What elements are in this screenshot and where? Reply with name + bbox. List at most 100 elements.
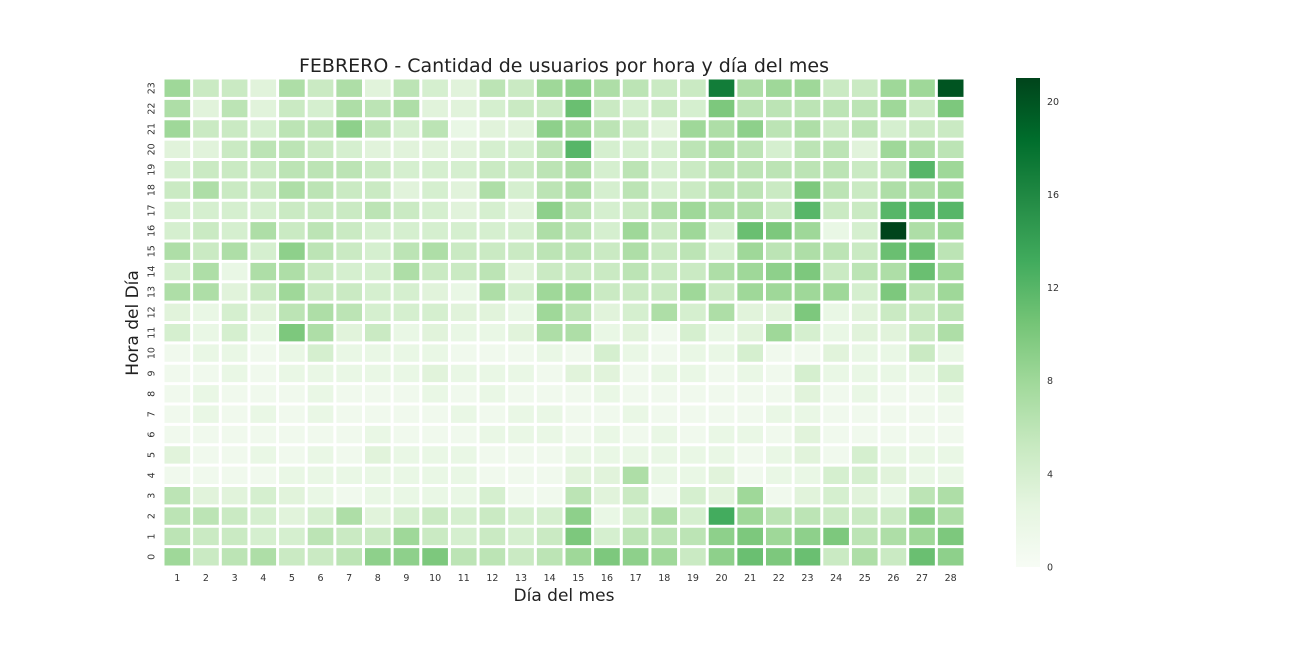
heatmap-cell-h12-d2 (193, 303, 219, 322)
y-tick-label: 15 (146, 245, 157, 257)
y-tick-label: 14 (146, 266, 157, 278)
heatmap-cell-h16-d4 (250, 222, 277, 240)
x-tick-label: 15 (572, 573, 584, 584)
heatmap-cell-h14-d19 (680, 262, 706, 281)
heatmap-cell-h12-d15 (565, 303, 592, 322)
heatmap-cell-h14-d8 (365, 262, 391, 281)
heatmap-cell-h4-d7 (336, 466, 362, 485)
heatmap-cell-h15-d24 (823, 242, 849, 260)
heatmap-cell-h9-d11 (450, 364, 477, 383)
y-tick-label: 10 (146, 347, 157, 359)
heatmap-cell-h14-d5 (279, 262, 305, 281)
heatmap-cell-h22-d18 (651, 99, 678, 118)
heatmap-cell-h23-d25 (851, 79, 878, 97)
heatmap-cell-h21-d28 (937, 120, 964, 138)
heatmap-cell-h2-d3 (221, 507, 248, 525)
heatmap-cell-h5-d25 (851, 446, 878, 464)
heatmap-cell-h9-d18 (651, 364, 678, 383)
heatmap-cell-h7-d23 (794, 405, 821, 423)
heatmap-cell-h11-d3 (221, 324, 248, 342)
heatmap-cell-h12-d13 (508, 303, 534, 322)
heatmap-cell-h20-d11 (450, 140, 477, 159)
heatmap-cell-h6-d6 (307, 425, 334, 444)
heatmap-cell-h8-d3 (221, 385, 248, 403)
heatmap-cell-h11-d23 (794, 324, 821, 342)
heatmap-cell-h0-d5 (279, 548, 305, 566)
heatmap-cell-h9-d1 (164, 364, 191, 383)
heatmap-cell-h17-d13 (508, 201, 534, 220)
heatmap-cell-h2-d13 (508, 507, 534, 525)
heatmap-cell-h15-d20 (708, 242, 735, 260)
heatmap-cell-h8-d13 (508, 385, 534, 403)
heatmap-cell-h5-d1 (164, 446, 191, 464)
heatmap-cell-h16-d2 (193, 222, 219, 240)
heatmap-cell-h13-d5 (279, 283, 305, 301)
heatmap-cell-h22-d10 (422, 99, 448, 118)
heatmap-cell-h14-d2 (193, 262, 219, 281)
heatmap-cell-h7-d3 (221, 405, 248, 423)
heatmap-cell-h8-d20 (708, 385, 735, 403)
colorbar-tick-label: 4 (1047, 469, 1053, 480)
heatmap-cell-h9-d22 (766, 364, 792, 383)
heatmap-cell-h23-d22 (766, 79, 792, 97)
heatmap-cell-h18-d8 (365, 181, 391, 199)
heatmap-cell-h8-d21 (737, 385, 763, 403)
heatmap-cell-h6-d18 (651, 425, 678, 444)
heatmap-cell-h2-d24 (823, 507, 849, 525)
heatmap-cell-h8-d5 (279, 385, 305, 403)
heatmap-cell-h5-d13 (508, 446, 534, 464)
heatmap-cell-h14-d24 (823, 262, 849, 281)
heatmap-cell-h12-d12 (479, 303, 506, 322)
heatmap-cell-h16-d9 (393, 222, 420, 240)
heatmap-cell-h18-d20 (708, 181, 735, 199)
y-tick-label: 20 (146, 143, 157, 155)
heatmap-cell-h18-d17 (622, 181, 649, 199)
heatmap-cell-h15-d10 (422, 242, 448, 260)
heatmap-cell-h1-d27 (909, 527, 935, 546)
heatmap-cell-h13-d6 (307, 283, 334, 301)
heatmap-cell-h14-d28 (937, 262, 964, 281)
heatmap-cell-h0-d4 (250, 548, 277, 566)
heatmap-cell-h15-d11 (450, 242, 477, 260)
heatmap-cell-h7-d22 (766, 405, 792, 423)
heatmap-cell-h12-d3 (221, 303, 248, 322)
heatmap-cell-h0-d2 (193, 548, 219, 566)
heatmap-cell-h17-d4 (250, 201, 277, 220)
heatmap-cell-h13-d12 (479, 283, 506, 301)
heatmap-cell-h12-d20 (708, 303, 735, 322)
heatmap-cell-h4-d19 (680, 466, 706, 485)
heatmap-cell-h12-d28 (937, 303, 964, 322)
heatmap-cell-h10-d13 (508, 344, 534, 362)
x-tick-label: 22 (773, 573, 785, 584)
heatmap-cell-h13-d26 (880, 283, 907, 301)
heatmap-cell-h21-d23 (794, 120, 821, 138)
heatmap-cell-h19-d22 (766, 161, 792, 179)
heatmap-cell-h22-d4 (250, 99, 277, 118)
heatmap-cell-h18-d12 (479, 181, 506, 199)
heatmap-cell-h15-d14 (536, 242, 563, 260)
heatmap-cell-h0-d13 (508, 548, 534, 566)
heatmap-cell-h9-d24 (823, 364, 849, 383)
x-axis-label: Día del mes (514, 586, 615, 606)
heatmap-cell-h22-d20 (708, 99, 735, 118)
heatmap-cell-h23-d28 (937, 79, 964, 97)
heatmap-cell-h3-d22 (766, 487, 792, 505)
heatmap-cell-h16-d20 (708, 222, 735, 240)
heatmap-cell-h10-d23 (794, 344, 821, 362)
heatmap-cell-h12-d8 (365, 303, 391, 322)
heatmap-cell-h19-d27 (909, 161, 935, 179)
heatmap-cell-h13-d23 (794, 283, 821, 301)
heatmap-cell-h6-d2 (193, 425, 219, 444)
heatmap-cell-h18-d22 (766, 181, 792, 199)
heatmap-cell-h5-d20 (708, 446, 735, 464)
heatmap-cell-h13-d8 (365, 283, 391, 301)
heatmap-cell-h11-d4 (250, 324, 277, 342)
heatmap-cell-h9-d13 (508, 364, 534, 383)
heatmap-cell-h14-d17 (622, 262, 649, 281)
heatmap-cell-h5-d6 (307, 446, 334, 464)
heatmap-cell-h1-d2 (193, 527, 219, 546)
heatmap-cell-h0-d3 (221, 548, 248, 566)
heatmap-cell-h8-d16 (594, 385, 620, 403)
heatmap-cell-h22-d11 (450, 99, 477, 118)
heatmap-cell-h0-d28 (937, 548, 964, 566)
